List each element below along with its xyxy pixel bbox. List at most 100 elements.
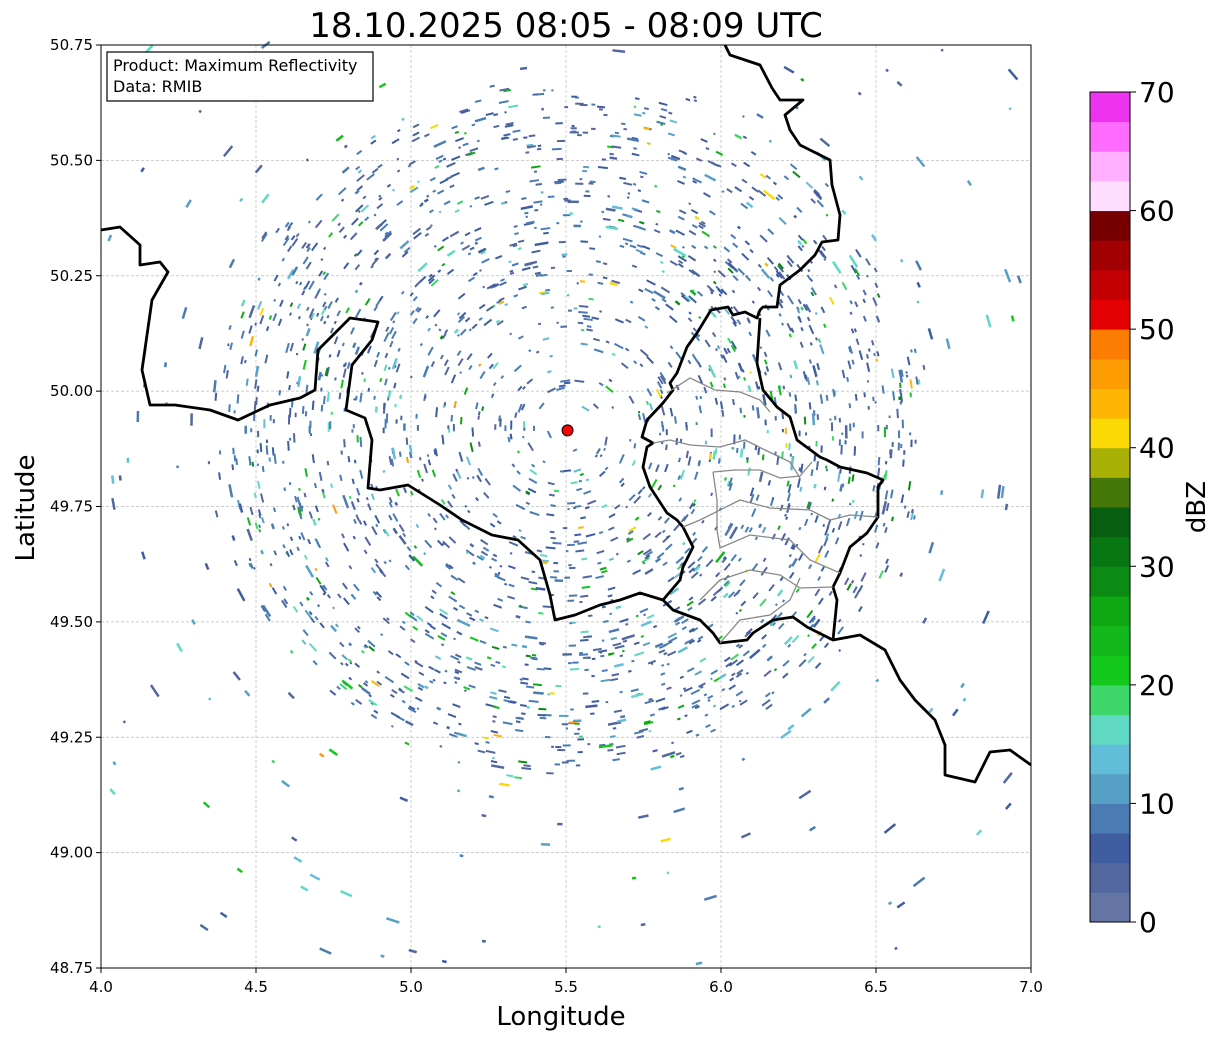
- radar-echo: [655, 464, 660, 473]
- radar-echo: [466, 665, 476, 672]
- radar-echo: [798, 467, 802, 472]
- colorbar-tick-label: 60: [1139, 195, 1175, 228]
- radar-echo: [687, 254, 697, 262]
- radar-echo: [435, 154, 444, 160]
- radar-echo: [576, 487, 583, 492]
- radar-echo: [585, 190, 590, 193]
- radar-echo: [695, 733, 700, 737]
- radar-echo: [361, 372, 364, 375]
- radar-echo: [354, 395, 358, 401]
- radar-echo: [712, 280, 717, 285]
- radar-echo: [176, 465, 179, 469]
- radar-echo: [848, 403, 852, 409]
- radar-echo: [737, 557, 742, 562]
- radar-echo: [900, 369, 904, 377]
- radar-echo: [705, 558, 714, 568]
- radar-echo: [675, 621, 681, 626]
- radar-echo: [656, 120, 666, 125]
- radar-echo: [525, 490, 531, 495]
- radar-echo: [688, 229, 697, 236]
- radar-echo: [805, 303, 812, 313]
- radar-echo: [254, 379, 258, 389]
- radar-echo: [229, 342, 233, 351]
- radar-echo: [485, 741, 490, 744]
- radar-echo: [353, 583, 360, 592]
- radar-echo: [481, 406, 485, 412]
- radar-echo: [786, 260, 793, 268]
- radar-echo: [282, 237, 290, 247]
- radar-echo: [469, 636, 479, 642]
- radar-echo: [681, 254, 686, 259]
- radar-echo: [862, 542, 865, 546]
- radar-echo: [388, 326, 395, 335]
- radar-echo: [625, 537, 631, 541]
- radar-echo: [512, 484, 522, 492]
- radar-echo: [598, 744, 613, 749]
- radar-echo: [723, 656, 731, 663]
- radar-echo: [530, 587, 538, 591]
- radar-echo: [433, 309, 441, 318]
- radar-echo: [574, 533, 582, 537]
- y-tick-label: 49.00: [50, 844, 93, 862]
- radar-echo: [259, 315, 265, 325]
- radar-echo: [289, 302, 294, 308]
- radar-echo: [661, 664, 665, 667]
- radar-echo: [698, 224, 704, 230]
- radar-echo: [437, 634, 446, 641]
- radar-echo: [261, 517, 265, 524]
- radar-echo: [493, 124, 500, 129]
- radar-echo: [694, 565, 701, 572]
- radar-echo: [704, 339, 711, 348]
- radar-echo: [873, 267, 878, 273]
- radar-echo: [810, 512, 814, 516]
- radar-echo: [672, 484, 676, 488]
- radar-echo: [269, 562, 273, 567]
- radar-echo: [733, 589, 741, 598]
- radar-echo: [539, 716, 547, 720]
- radar-echo: [320, 258, 324, 262]
- radar-echo: [380, 633, 384, 637]
- radar-echo: [489, 695, 498, 700]
- radar-echo: [638, 288, 644, 293]
- radar-echo: [609, 152, 615, 156]
- radar-echo: [458, 311, 467, 320]
- colorbar-bin: [1090, 862, 1130, 893]
- radar-echo: [508, 583, 515, 588]
- radar-echo: [450, 414, 454, 422]
- colorbar-bin: [1090, 477, 1130, 508]
- radar-echo: [498, 297, 505, 302]
- radar-echo: [356, 174, 365, 182]
- radar-echo: [379, 223, 389, 232]
- radar-echo: [803, 652, 807, 657]
- radar-echo: [777, 385, 782, 396]
- radar-echo: [447, 713, 457, 718]
- radar-echo: [408, 184, 416, 190]
- radar-echo: [518, 335, 524, 340]
- radar-echo: [301, 241, 307, 249]
- radar-echo: [660, 286, 671, 294]
- radar-echo: [890, 368, 895, 379]
- radar-echo: [789, 163, 798, 171]
- radar-echo: [494, 424, 497, 430]
- radar-echo: [670, 154, 681, 161]
- district-border: [682, 499, 879, 528]
- radar-echo: [430, 123, 439, 130]
- colorbar-bin: [1090, 240, 1130, 271]
- radar-echo: [254, 349, 259, 357]
- radar-echo: [339, 474, 343, 482]
- radar-echo: [405, 456, 410, 464]
- radar-echo: [475, 497, 480, 502]
- radar-echo: [596, 105, 606, 109]
- radar-echo: [388, 514, 393, 521]
- radar-echo: [701, 230, 711, 238]
- radar-echo: [657, 484, 663, 491]
- radar-echo: [297, 315, 301, 320]
- radar-echo: [593, 348, 604, 354]
- radar-echo: [453, 676, 459, 680]
- radar-echo: [232, 671, 241, 681]
- radar-echo: [482, 285, 486, 289]
- radar-echo: [793, 214, 798, 219]
- radar-echo: [745, 201, 754, 209]
- radar-echo: [591, 316, 600, 320]
- radar-echo: [766, 655, 773, 662]
